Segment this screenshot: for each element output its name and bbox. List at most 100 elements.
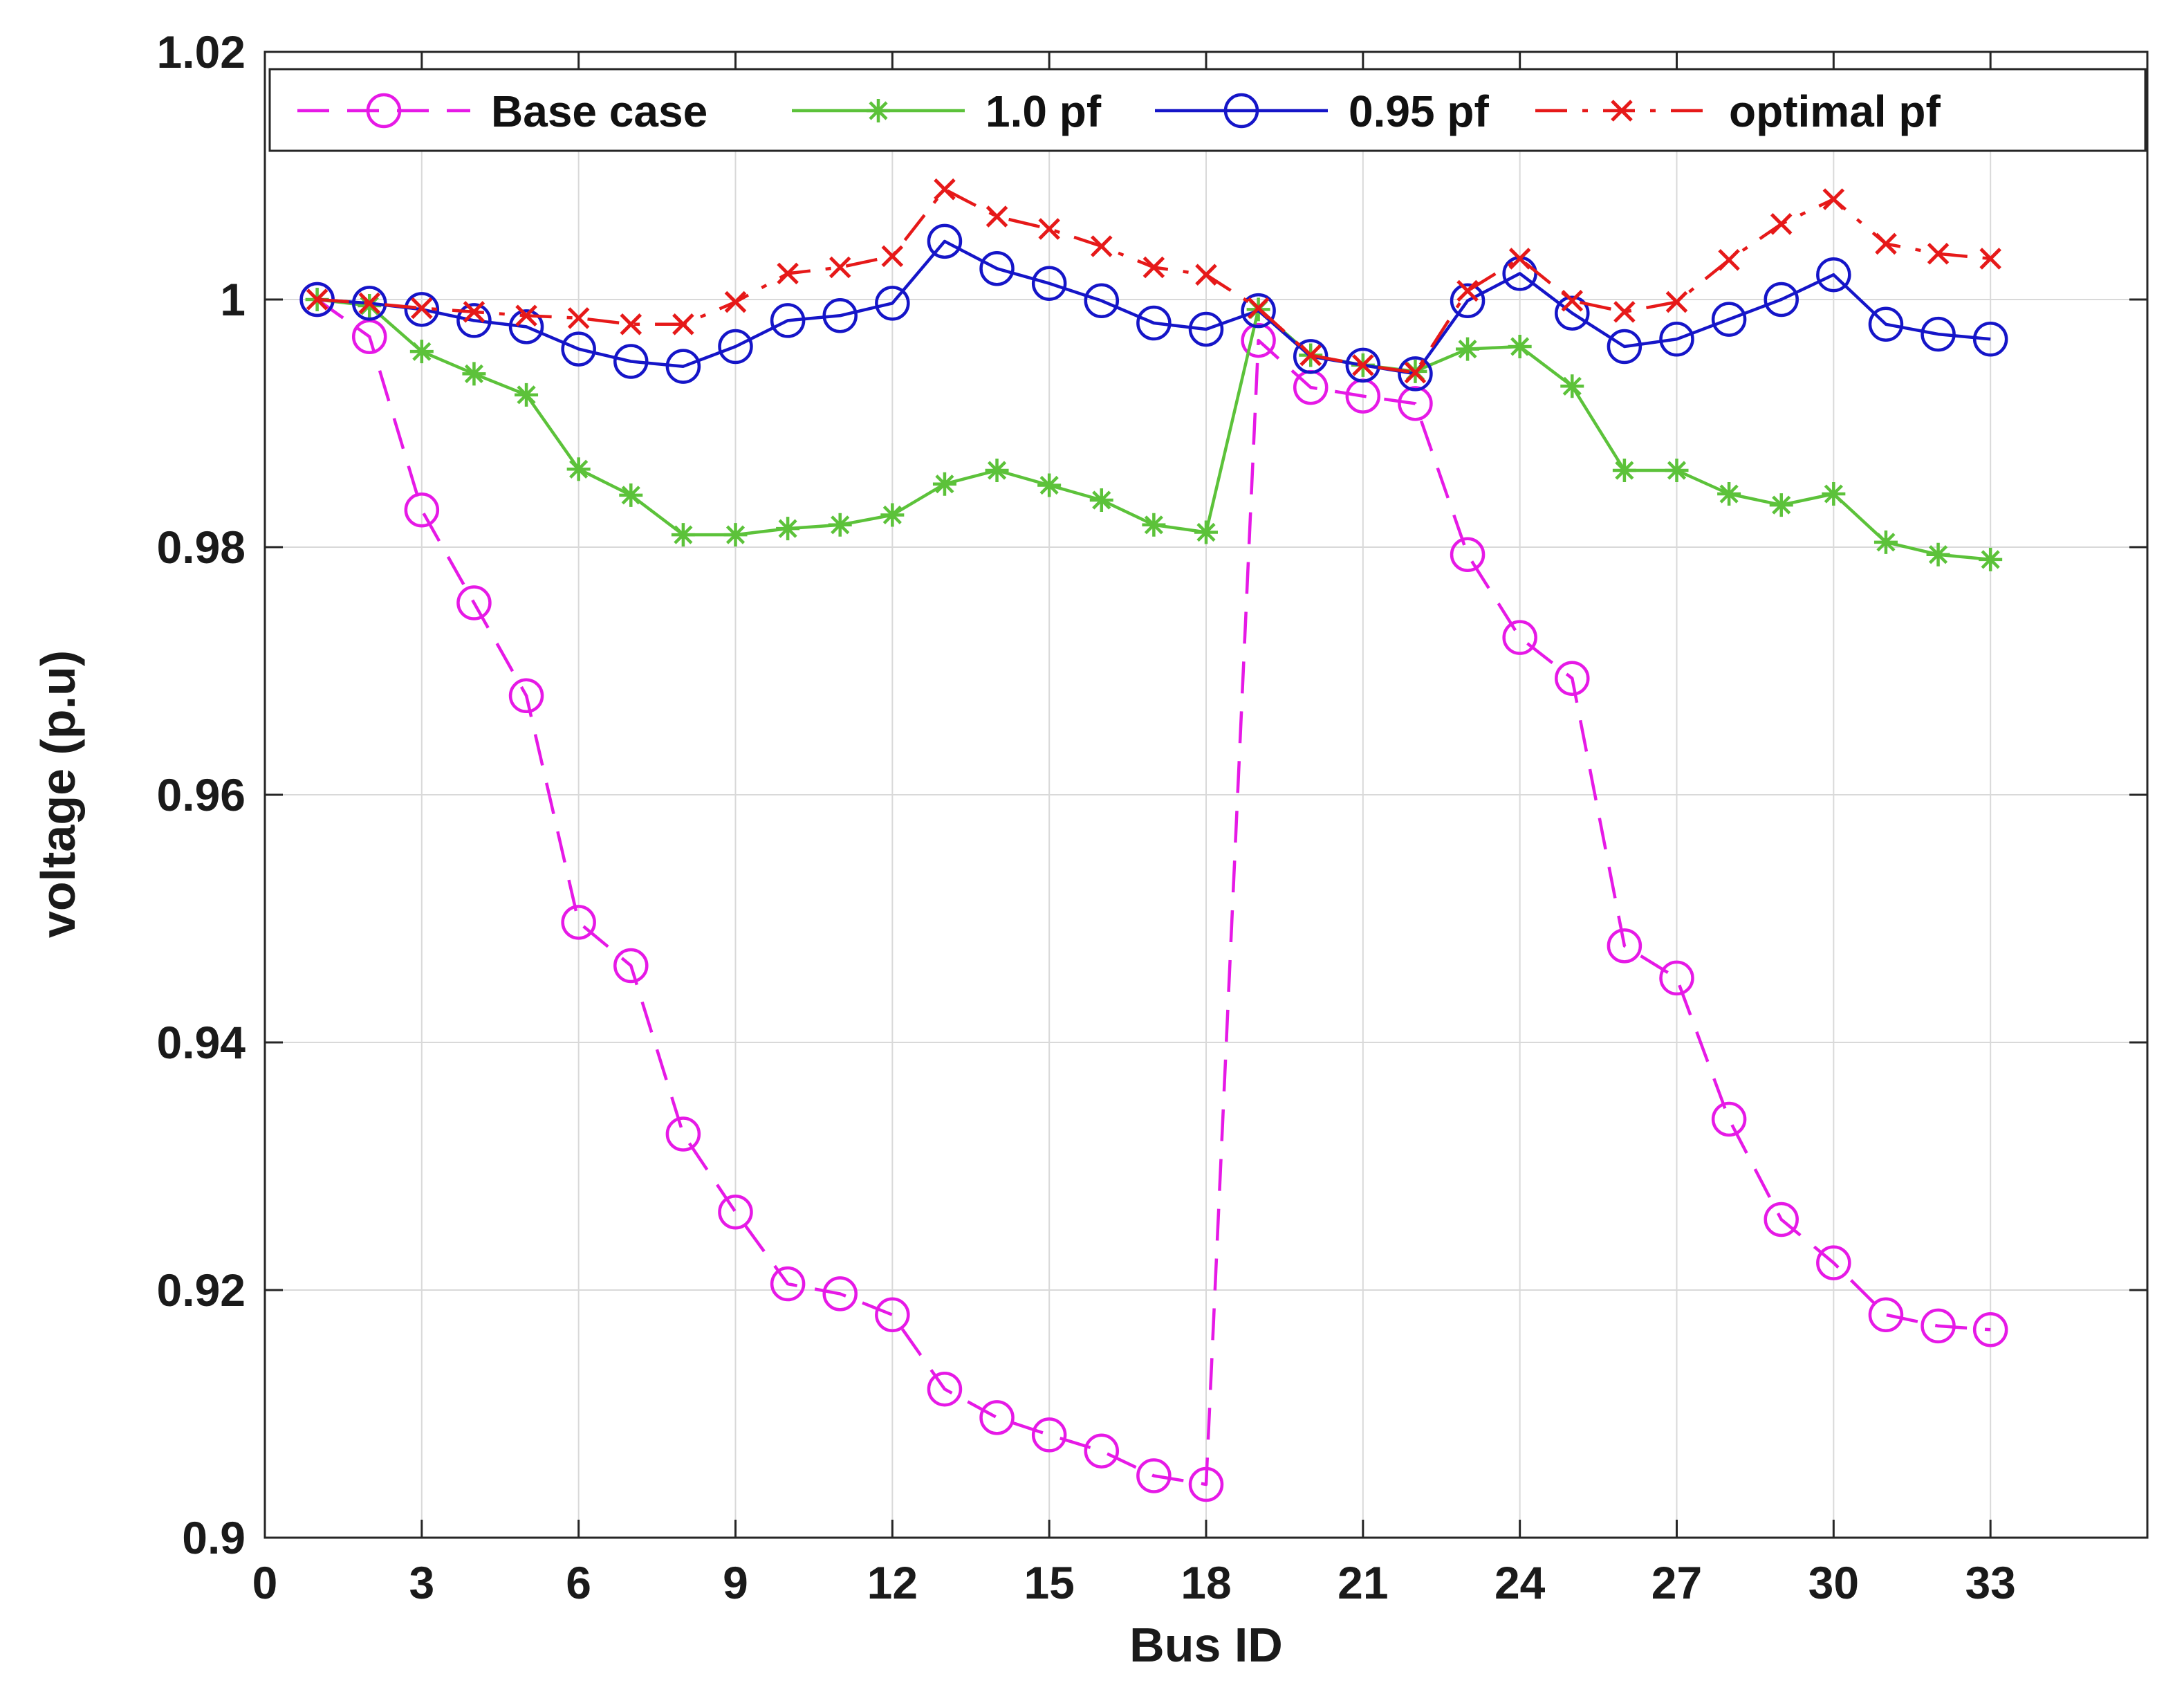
x-tick-label: 3 (409, 1557, 434, 1608)
data-point-0-95-pf (718, 329, 753, 365)
x-tick-label: 6 (566, 1557, 591, 1608)
x-tick-label: 33 (1965, 1557, 2015, 1608)
data-point-base-case (1502, 620, 1537, 655)
data-point-base-case (1764, 1202, 1799, 1237)
data-point-0-95-pf (1764, 282, 1799, 317)
data-point-optimal-pf (1613, 301, 1636, 323)
data-point-base-case (1241, 322, 1276, 358)
data-point-1-0-pf (671, 523, 695, 547)
x-tick-label: 30 (1808, 1557, 1859, 1608)
data-point-0-95-pf (456, 303, 492, 338)
legend-items: Base case 1.0 pf 0.95 pf optimal pf (297, 86, 1941, 136)
data-point-optimal-pf (1561, 290, 1584, 312)
data-point-base-case (875, 1297, 910, 1333)
data-point-base-case (770, 1266, 806, 1302)
data-point-0-95-pf (927, 223, 963, 259)
series-line-0-95-pf (317, 239, 1991, 376)
legend-label-0-95-pf: 0.95 pf (1349, 86, 1489, 136)
data-point-0-95-pf (1607, 329, 1642, 365)
data-point-optimal-pf (829, 256, 851, 279)
data-point-optimal-pf (411, 297, 433, 320)
data-point-base-case (1136, 1458, 1172, 1493)
data-point-base-case (613, 948, 649, 984)
data-point-base-case (1607, 928, 1642, 964)
legend-item-optimal-pf: optimal pf (1535, 86, 1941, 136)
data-point-optimal-pf (1247, 297, 1270, 320)
data-point-optimal-pf (1142, 256, 1165, 279)
data-point-optimal-pf (1352, 354, 1374, 376)
data-point-base-case (1868, 1297, 1904, 1333)
data-point-0-95-pf (1868, 306, 1904, 342)
data-point-optimal-pf (1299, 344, 1322, 367)
data-point-1-0-pf (1612, 459, 1636, 483)
legend-label-1-0-pf: 1.0 pf (985, 86, 1102, 136)
y-tick-label: 0.94 (157, 1017, 246, 1068)
data-point-base-case (561, 905, 596, 940)
data-point-optimal-pf (1822, 188, 1845, 210)
data-point-1-0-pf (1194, 520, 1218, 544)
data-point-base-case (927, 1371, 963, 1407)
data-point-1-0-pf (1142, 513, 1166, 537)
data-point-0-95-pf (1921, 316, 1956, 352)
y-axis-label: voltage (p.u) (31, 650, 85, 938)
tick-marks (263, 50, 2147, 1539)
data-point-0-95-pf (1293, 339, 1329, 374)
data-point-1-0-pf (1560, 374, 1584, 398)
data-point-optimal-pf (934, 178, 956, 201)
x-tick-label: 27 (1651, 1557, 1702, 1608)
data-point-optimal-pf (1665, 291, 1688, 313)
legend-label-optimal-pf: optimal pf (1729, 86, 1941, 136)
data-point-optimal-pf (724, 291, 747, 313)
x-tick-label: 12 (867, 1557, 918, 1608)
legend-item-0-95-pf: 0.95 pf (1155, 86, 1489, 136)
data-point-1-0-pf (1873, 530, 1898, 554)
data-point-base-case (1450, 537, 1486, 572)
y-tick-label: 0.9 (182, 1512, 246, 1563)
series-layer (299, 178, 2008, 1502)
data-point-0-95-pf (1188, 311, 1224, 347)
series-0-95-pf (299, 223, 2008, 392)
data-point-1-0-pf (1717, 482, 1741, 506)
data-point-optimal-pf (515, 304, 537, 327)
data-point-0-95-pf (1136, 305, 1172, 341)
data-point-0-95-pf (1816, 257, 1851, 293)
data-point-optimal-pf (1875, 232, 1897, 255)
data-point-optimal-pf (1508, 248, 1531, 270)
data-point-0-95-pf (613, 344, 649, 379)
data-point-0-95-pf (770, 303, 806, 338)
data-point-1-0-pf (1822, 482, 1846, 506)
data-point-0-95-pf (822, 298, 858, 333)
data-point-optimal-pf (306, 288, 328, 311)
data-point-base-case (1084, 1433, 1120, 1469)
data-point-1-0-pf (1769, 493, 1793, 517)
legend-item-1-0-pf: 1.0 pf (792, 86, 1102, 136)
data-point-0-95-pf (1031, 266, 1067, 301)
data-point-base-case (1816, 1245, 1851, 1280)
x-tick-label: 21 (1338, 1557, 1388, 1608)
data-point-optimal-pf (358, 292, 380, 315)
y-tick-label: 1.02 (157, 26, 246, 77)
x-tick-label: 24 (1494, 1557, 1546, 1608)
y-tick-label: 1 (220, 274, 246, 325)
data-point-1-0-pf (462, 362, 486, 386)
data-point-base-case (1398, 386, 1433, 421)
data-point-1-0-pf (358, 293, 382, 317)
data-point-base-case (351, 319, 387, 354)
data-point-base-case (718, 1194, 753, 1230)
data-point-optimal-pf (1195, 264, 1217, 286)
data-point-base-case (1711, 1101, 1747, 1137)
legend: Base case 1.0 pf 0.95 pf optimal pf (268, 68, 2147, 152)
data-point-optimal-pf (1404, 361, 1427, 384)
data-point-base-case (1659, 960, 1694, 996)
data-point-base-case (404, 493, 440, 528)
data-point-base-case (1031, 1417, 1067, 1453)
data-point-1-0-pf (723, 523, 748, 547)
data-point-optimal-pf (567, 307, 590, 329)
data-point-1-0-pf (1037, 473, 1062, 497)
data-point-optimal-pf (1038, 218, 1060, 240)
data-point-base-case (1555, 661, 1590, 696)
data-point-1-0-pf (776, 517, 800, 541)
data-point-0-95-pf (1659, 322, 1694, 357)
data-point-0-95-pf (1450, 283, 1486, 319)
